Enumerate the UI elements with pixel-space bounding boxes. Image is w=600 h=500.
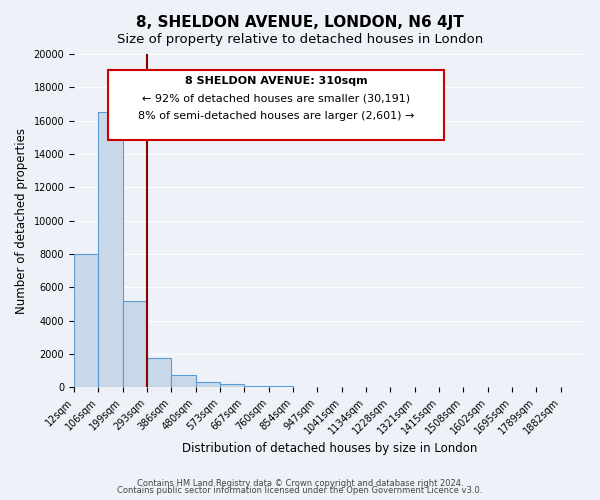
Text: 8% of semi-detached houses are larger (2,601) →: 8% of semi-detached houses are larger (2… [138, 111, 414, 121]
Bar [196, 382, 220, 388]
Bar [74, 254, 98, 388]
Text: Size of property relative to detached houses in London: Size of property relative to detached ho… [117, 32, 483, 46]
Text: 8, SHELDON AVENUE, LONDON, N6 4JT: 8, SHELDON AVENUE, LONDON, N6 4JT [136, 15, 464, 30]
Text: Contains HM Land Registry data © Crown copyright and database right 2024.: Contains HM Land Registry data © Crown c… [137, 478, 463, 488]
Bar [269, 386, 293, 388]
Bar [244, 386, 269, 388]
Bar [98, 112, 122, 388]
Text: ← 92% of detached houses are smaller (30,191): ← 92% of detached houses are smaller (30… [142, 94, 410, 104]
Bar [172, 375, 196, 388]
Y-axis label: Number of detached properties: Number of detached properties [15, 128, 28, 314]
Text: 8 SHELDON AVENUE: 310sqm: 8 SHELDON AVENUE: 310sqm [185, 76, 367, 86]
Bar [122, 301, 147, 388]
Text: Contains public sector information licensed under the Open Government Licence v3: Contains public sector information licen… [118, 486, 482, 495]
X-axis label: Distribution of detached houses by size in London: Distribution of detached houses by size … [182, 442, 477, 455]
Bar [220, 384, 244, 388]
Bar [147, 358, 172, 388]
